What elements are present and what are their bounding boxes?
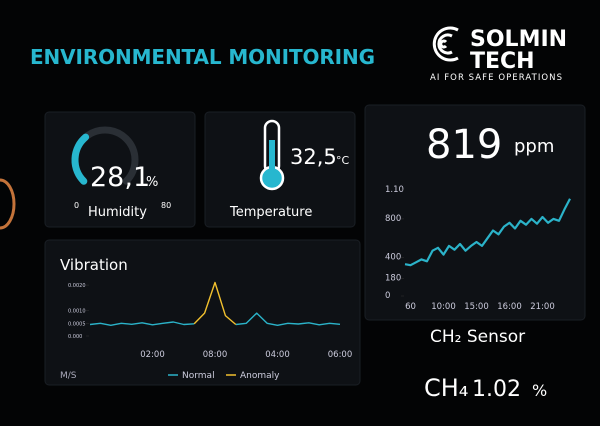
data-line	[193, 281, 237, 326]
data-line	[404, 198, 571, 267]
y-tick-label: 0.0020	[68, 283, 86, 289]
y-tick-label: 400	[385, 252, 401, 262]
brand-name: SOLMIN	[470, 27, 567, 52]
legend-label: Anomaly	[240, 371, 280, 381]
x-tick-label: 04:00	[265, 350, 290, 360]
y-tick-label: 0.0005	[68, 321, 86, 327]
temperature-unit: °C	[336, 154, 350, 167]
x-tick-label: 16:00	[497, 302, 522, 312]
y-tick-label: 180	[385, 274, 401, 284]
temperature-label: Temperature	[229, 205, 312, 220]
humidity-label: Humidity	[88, 205, 147, 220]
thermometer	[259, 119, 285, 191]
sensor-panel	[364, 104, 586, 321]
chart-title: Vibration	[60, 256, 128, 274]
gauge-max: 80	[161, 201, 171, 210]
gauge-fill	[71, 133, 90, 185]
tagline: AI FOR SAFE OPERATIONS	[430, 73, 562, 83]
y-tick-label: 0.000	[68, 334, 82, 340]
humidity-unit: %	[146, 175, 158, 190]
y-axis-label: M/S	[60, 371, 77, 381]
gauge-min: 0	[74, 201, 79, 210]
x-tick-label: 06:00	[328, 350, 353, 360]
x-tick-label: 10:00	[431, 302, 456, 312]
x-tick-label: 08:00	[203, 350, 228, 360]
sensor-unit: ppm	[514, 136, 554, 157]
temperature-value: 32,5	[290, 145, 337, 169]
logo-icon	[432, 26, 459, 62]
brand-name-second: TECH	[470, 49, 535, 74]
x-tick-label: 60	[405, 302, 416, 312]
page-title: ENVIRONMENTAL MONITORING	[30, 45, 375, 69]
x-tick-label: 21:00	[530, 302, 555, 312]
data-line	[89, 312, 341, 326]
methane-reading: 1.02	[472, 377, 521, 402]
x-tick-label: 02:00	[140, 350, 165, 360]
methane-gas: CH₄	[424, 374, 468, 402]
y-tick-label: 0.0010	[68, 309, 86, 315]
legend-label: Normal	[182, 371, 215, 381]
humidity-value: 28,1	[90, 162, 150, 193]
sensor-reading: 819	[426, 122, 502, 168]
vibration-panel	[44, 239, 361, 386]
y-tick-label: 0	[385, 291, 390, 301]
methane-unit: %	[532, 381, 547, 400]
y-tick-label: 800	[385, 214, 401, 224]
sensor-label: CH₂ Sensor	[430, 327, 525, 347]
y-tick-label: 1.10	[385, 185, 404, 195]
edge-decoration	[0, 178, 16, 230]
x-tick-label: 15:00	[464, 302, 489, 312]
